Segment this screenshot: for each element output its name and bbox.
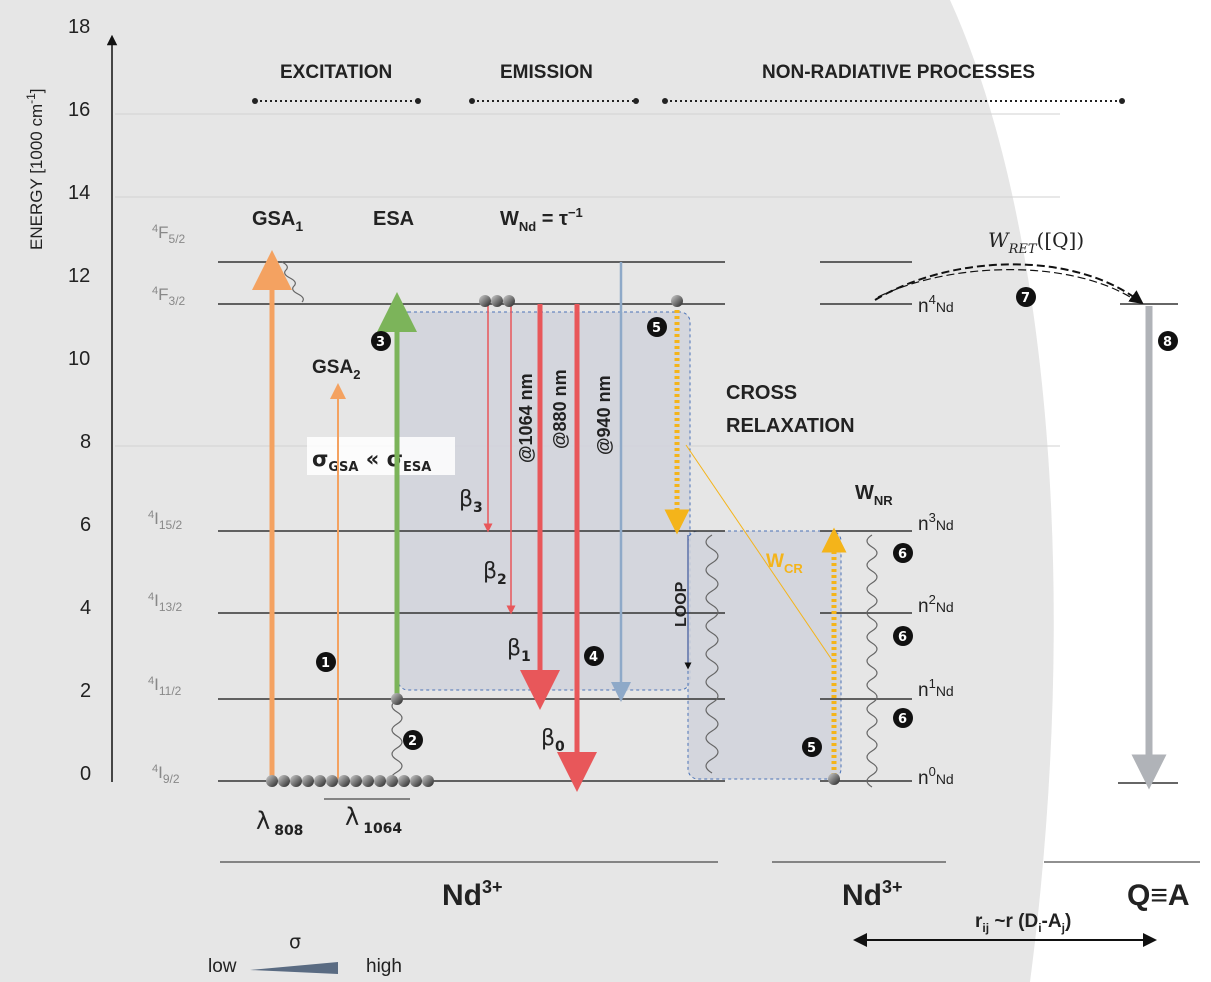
label-sigma-compare: σGSA « σESA	[312, 447, 431, 475]
svg-text:6: 6	[898, 712, 907, 727]
wavy-relax-2	[391, 699, 403, 779]
emission-box	[397, 311, 691, 691]
header-nonrad: NON-RADIATIVE PROCESSES	[762, 62, 1035, 83]
level-f52: 4F5/2	[152, 223, 186, 246]
svg-text:5: 5	[807, 741, 816, 756]
level-i92: 4I9/2	[152, 763, 180, 786]
label-beta3: β3	[459, 487, 483, 516]
svg-text:4: 4	[589, 650, 598, 665]
label-beta0: β0	[541, 726, 565, 755]
label-nd-left: Nd3+	[442, 877, 503, 912]
tick-6: 6	[80, 514, 91, 536]
wavy-nr	[866, 534, 878, 788]
label-wnd: WNd = τ−1	[500, 205, 583, 234]
ground-state-population	[266, 775, 434, 787]
tick-2: 2	[80, 680, 91, 702]
tick-14: 14	[68, 182, 90, 204]
header-excitation: EXCITATION	[280, 62, 392, 83]
label-940nm: @940 nm	[594, 375, 614, 455]
label-nd-right: Nd3+	[842, 877, 903, 912]
svg-text:7: 7	[1021, 291, 1030, 306]
legend-high: high	[366, 956, 402, 977]
energy-levels	[218, 261, 1178, 784]
level-i152: 4I15/2	[148, 509, 183, 532]
label-gsa1: GSA1	[252, 208, 303, 234]
sigma-box	[307, 437, 455, 475]
label-lambda808: λ 808	[256, 807, 303, 839]
nd-level-n0: n0Nd	[918, 764, 954, 789]
tick-8: 8	[80, 431, 91, 453]
y-axis-title: ENERGY [1000 cm-1]	[24, 88, 46, 250]
label-beta1: β1	[507, 636, 531, 665]
wret-arc	[874, 263, 1144, 305]
svg-text:3: 3	[376, 335, 385, 350]
tick-10: 10	[68, 348, 90, 370]
svg-text:5: 5	[652, 321, 661, 336]
wavy-relax-top	[281, 261, 304, 303]
nd-level-n4: n4Nd	[918, 292, 954, 317]
label-rij: rij ~r (Di-Aj)	[975, 911, 1071, 935]
label-beta2: β2	[483, 559, 507, 588]
wavy-loop	[705, 534, 719, 774]
label-1064nm: @1064 nm	[516, 373, 536, 463]
legend-low: low	[208, 956, 237, 977]
label-relaxation: RELAXATION	[726, 415, 855, 437]
level-i132: 4I13/2	[148, 591, 183, 614]
label-880nm: @880 nm	[550, 369, 570, 449]
label-loop: LOOP	[673, 581, 690, 627]
svg-text:6: 6	[898, 630, 907, 645]
level-f32: 4F3/2	[152, 285, 186, 308]
tick-12: 12	[68, 265, 90, 287]
level-i112: 4I11/2	[148, 675, 182, 698]
label-gsa2: GSA2	[312, 357, 360, 382]
legend-wedge	[250, 962, 338, 974]
nd-level-n2: n2Nd	[918, 592, 954, 617]
label-qa: Q≡A	[1127, 879, 1190, 912]
label-wret: WRET([Q])	[988, 228, 1084, 257]
excited-population	[391, 295, 840, 785]
svg-text:6: 6	[898, 547, 907, 562]
svg-text:2: 2	[408, 734, 417, 749]
svg-text:8: 8	[1163, 335, 1172, 350]
svg-text:1: 1	[321, 656, 330, 671]
legend-sigma: σ	[289, 931, 301, 953]
tick-18: 18	[68, 16, 90, 38]
y-axis-ticks: 0 2 4 6 8 10 12 14 16 18	[68, 16, 91, 785]
tick-4: 4	[80, 597, 91, 619]
cross-link-line	[685, 444, 833, 661]
nd-level-n1: n1Nd	[918, 676, 954, 701]
nd-level-n3: n3Nd	[918, 510, 954, 535]
tick-16: 16	[68, 99, 90, 121]
label-lambda1064: λ 1064	[345, 803, 402, 837]
label-wnr: WNR	[855, 482, 893, 508]
label-esa: ESA	[373, 208, 414, 230]
header-emission: EMISSION	[500, 62, 593, 83]
tick-0: 0	[80, 763, 91, 785]
label-wcr: WCR	[766, 551, 803, 576]
step-markers: 3 1 2 4 5 5 6 6 6 7 8	[316, 287, 1178, 757]
label-cross: CROSS	[726, 382, 797, 404]
